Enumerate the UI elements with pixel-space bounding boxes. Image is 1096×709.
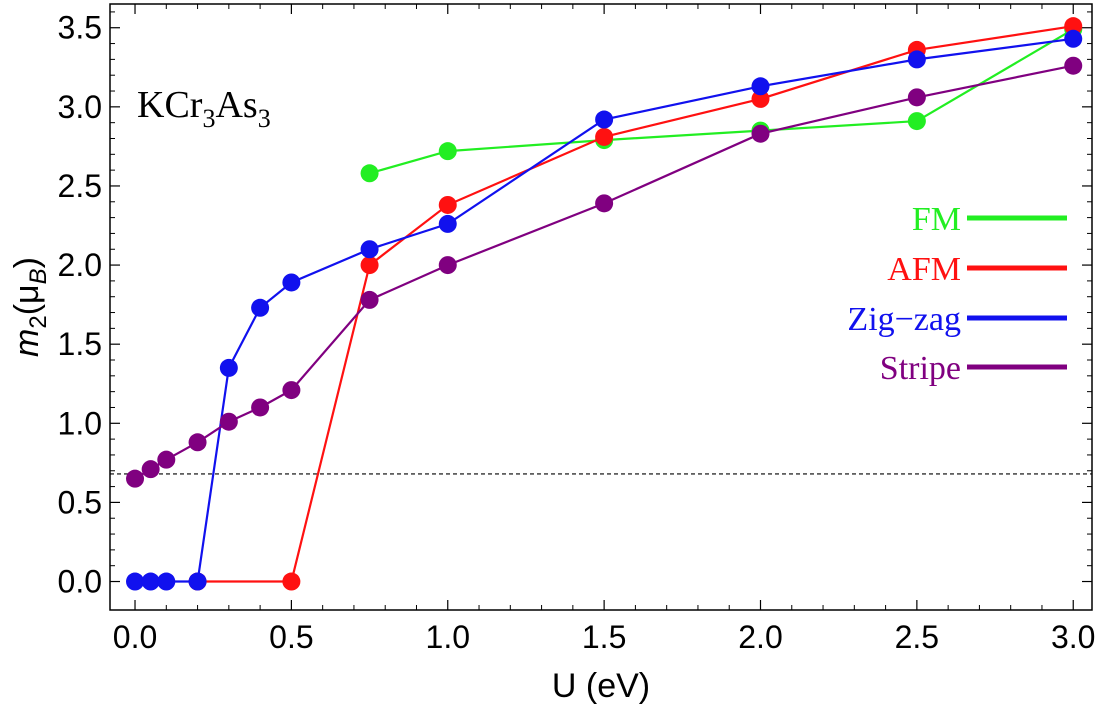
data-point-stripe [907,88,926,107]
x-tick-label: 2.0 [738,619,782,655]
x-axis-label: U (eV) [552,667,650,705]
y-tick-label: 3.0 [58,89,102,125]
y-tick-label: 2.5 [58,168,102,204]
legend-label-stripe: Stripe [880,350,961,387]
data-point-afm [282,572,301,591]
y-tick-label: 3.5 [58,10,102,46]
data-point-zig-zag [157,572,176,591]
data-point-stripe [282,381,301,400]
data-point-afm [1064,17,1083,36]
y-tick-label: 0.5 [58,484,102,520]
data-point-fm [907,112,926,131]
data-point-zig-zag [188,572,207,591]
data-point-stripe [438,256,457,275]
data-point-fm [360,164,379,183]
x-tick-label: 1.5 [582,619,626,655]
x-tick-label: 0.0 [113,619,157,655]
y-tick-label: 1.0 [58,405,102,441]
data-point-zig-zag [219,358,238,377]
series-layer [126,17,1083,591]
data-point-afm [751,89,770,108]
data-point-stripe [141,460,160,479]
data-point-afm [595,127,614,146]
y-axis-label: m2(μB) [8,257,52,357]
ticks: 0.0 0.5 1.0 1.5 2.0 2.5 3.0 0.0 0.5 1.0 1.5 2.0 2.5 3… [58,4,1095,655]
x-tick-label: 1.0 [426,619,470,655]
series-stripe [126,56,1083,488]
x-tick-label: 0.5 [269,619,313,655]
data-point-fm [438,142,457,161]
data-point-zig-zag [751,77,770,96]
x-tick-label: 3.0 [1051,619,1095,655]
data-point-stripe [188,433,207,452]
series-line-fm [369,28,1074,175]
data-point-zig-zag [360,240,379,259]
plot-frame [109,3,1093,611]
compound-annotation: KCr3As3 [137,84,271,133]
legend-label-fm: FM [912,201,961,238]
data-point-stripe [360,290,379,309]
data-point-zig-zag [141,572,160,591]
data-point-zig-zag [438,214,457,233]
x-tick-label: 2.5 [895,619,939,655]
data-point-zig-zag [1064,29,1083,48]
data-point-stripe [157,450,176,469]
y-tick-label: 2.0 [58,247,102,283]
data-point-stripe [126,469,145,488]
legend: FM AFM Zig−zag Stripe [847,201,1067,387]
data-point-zig-zag [595,110,614,129]
data-point-stripe [219,412,238,431]
series-zig-zag [126,29,1083,591]
data-point-afm [438,195,457,214]
y-tick-label: 1.5 [58,326,102,362]
data-point-stripe [1064,56,1083,75]
series-fm [360,20,1083,183]
data-point-zig-zag [126,572,145,591]
data-point-zig-zag [282,273,301,292]
data-point-stripe [251,398,270,417]
y-tick-label: 0.0 [58,564,102,600]
data-point-stripe [751,124,770,143]
data-point-stripe [595,194,614,213]
data-point-zig-zag [251,298,270,317]
legend-label-zig-zag: Zig−zag [847,301,961,338]
legend-label-afm: AFM [887,251,961,288]
data-point-zig-zag [907,50,926,69]
data-point-afm [360,256,379,275]
